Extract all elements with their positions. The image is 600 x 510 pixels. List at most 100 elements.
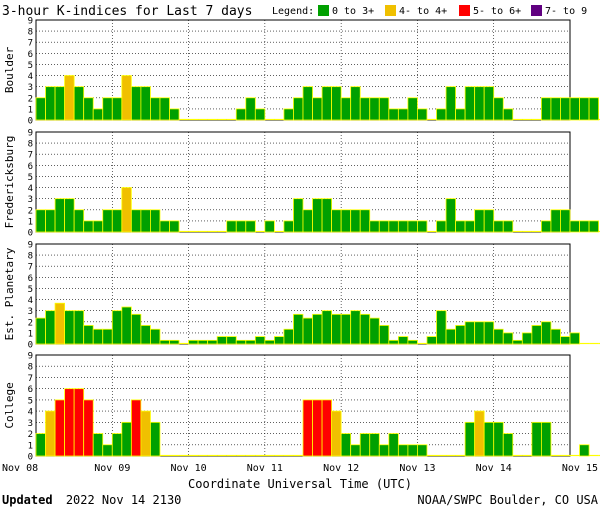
k-bar: [369, 433, 380, 457]
k-bar: [407, 339, 418, 345]
k-bar: [188, 339, 199, 345]
k-bar: [111, 433, 123, 457]
y-tick-label: 0: [28, 341, 33, 351]
k-bar: [359, 313, 371, 345]
k-bar: [102, 444, 113, 457]
k-bar: [73, 209, 85, 233]
y-tick-label: 8: [28, 252, 33, 262]
k-bar: [483, 321, 495, 345]
k-bar: [455, 108, 466, 121]
k-bar: [216, 336, 228, 345]
k-bar: [226, 336, 237, 345]
k-bar: [493, 328, 504, 345]
k-bar: [245, 339, 256, 345]
k-bar: [369, 317, 380, 345]
k-bar: [417, 444, 428, 457]
k-bar: [540, 220, 552, 233]
k-bar: [245, 97, 256, 121]
k-bar: [445, 86, 456, 121]
k-bar: [140, 209, 151, 233]
series-label: Fredericksburg: [3, 136, 16, 229]
y-tick-label: 9: [28, 17, 33, 27]
k-bar: [207, 339, 218, 345]
x-tick-label: Nov 13: [399, 463, 435, 474]
k-bar: [73, 86, 85, 121]
k-bar: [102, 209, 113, 233]
k-bar: [64, 388, 75, 457]
k-bar: [483, 86, 495, 121]
k-bar: [140, 86, 151, 121]
y-tick-label: 3: [28, 195, 33, 205]
k-bar: [83, 325, 94, 345]
k-bar: [359, 97, 371, 121]
x-tick-label: Nov 10: [171, 463, 207, 474]
k-bar: [540, 321, 552, 345]
k-bar: [369, 97, 380, 121]
k-bar: [350, 209, 361, 233]
k-bar: [474, 410, 485, 457]
k-bar: [102, 328, 113, 345]
k-bar: [407, 220, 418, 233]
k-bar: [283, 328, 294, 345]
k-bar: [35, 317, 46, 345]
legend: 0 to 3+ 4- to 4+ 5- to 6+ 7- to 9: [318, 5, 587, 17]
k-bar: [235, 220, 247, 233]
k-bar: [226, 220, 237, 233]
k-bar: [321, 198, 333, 233]
k-bar: [130, 313, 142, 345]
k-bar: [474, 86, 485, 121]
k-bar: [540, 97, 552, 121]
k-bar: [35, 209, 46, 233]
updated-value: 2022 Nov 14 2130: [66, 493, 182, 507]
k-bar: [111, 310, 123, 345]
k-bar: [64, 310, 75, 345]
k-bar: [340, 209, 352, 233]
k-bar: [293, 313, 304, 345]
k-bar: [569, 97, 580, 121]
k-bar: [92, 220, 104, 233]
y-tick-label: 1: [28, 329, 33, 339]
k-bar: [169, 220, 180, 233]
y-tick-label: 9: [28, 241, 33, 251]
k-bar: [560, 209, 571, 233]
k-bar: [502, 108, 514, 121]
y-tick-label: 0: [28, 453, 33, 463]
legend-entry: 4- to 4+: [385, 5, 447, 17]
k-bar: [579, 97, 590, 121]
k-bar: [388, 220, 399, 233]
k-bar: [483, 421, 495, 457]
k-bar: [426, 336, 437, 345]
k-bar: [397, 336, 409, 345]
k-bar: [417, 220, 428, 233]
k-bar: [464, 220, 476, 233]
k-bar: [150, 421, 161, 457]
k-bar: [550, 97, 561, 121]
k-bar: [388, 433, 399, 457]
y-tick-label: 0: [28, 229, 33, 239]
legend-entry: 7- to 9: [531, 5, 587, 17]
legend-entry: 0 to 3+: [318, 5, 374, 17]
k-bar: [54, 399, 66, 457]
k-bar: [531, 325, 542, 345]
k-bar: [254, 108, 266, 121]
k-bar: [45, 209, 56, 233]
k-bar: [579, 444, 590, 457]
k-bar: [350, 310, 361, 345]
k-bar: [235, 339, 247, 345]
k-bar: [369, 220, 380, 233]
k-bar: [483, 209, 495, 233]
footer-source: NOAA/SWPC Boulder, CO USA: [417, 493, 598, 507]
k-bar: [388, 339, 399, 345]
k-bar: [436, 310, 447, 345]
k-bar: [378, 325, 390, 345]
k-bar: [407, 444, 418, 457]
k-bar: [254, 336, 266, 345]
k-bar: [121, 306, 132, 345]
k-bar: [550, 209, 561, 233]
y-tick-label: 1: [28, 441, 33, 451]
k-bar: [54, 302, 66, 345]
legend-label: Legend:: [272, 6, 314, 17]
k-bar: [283, 220, 294, 233]
y-tick-label: 3: [28, 307, 33, 317]
